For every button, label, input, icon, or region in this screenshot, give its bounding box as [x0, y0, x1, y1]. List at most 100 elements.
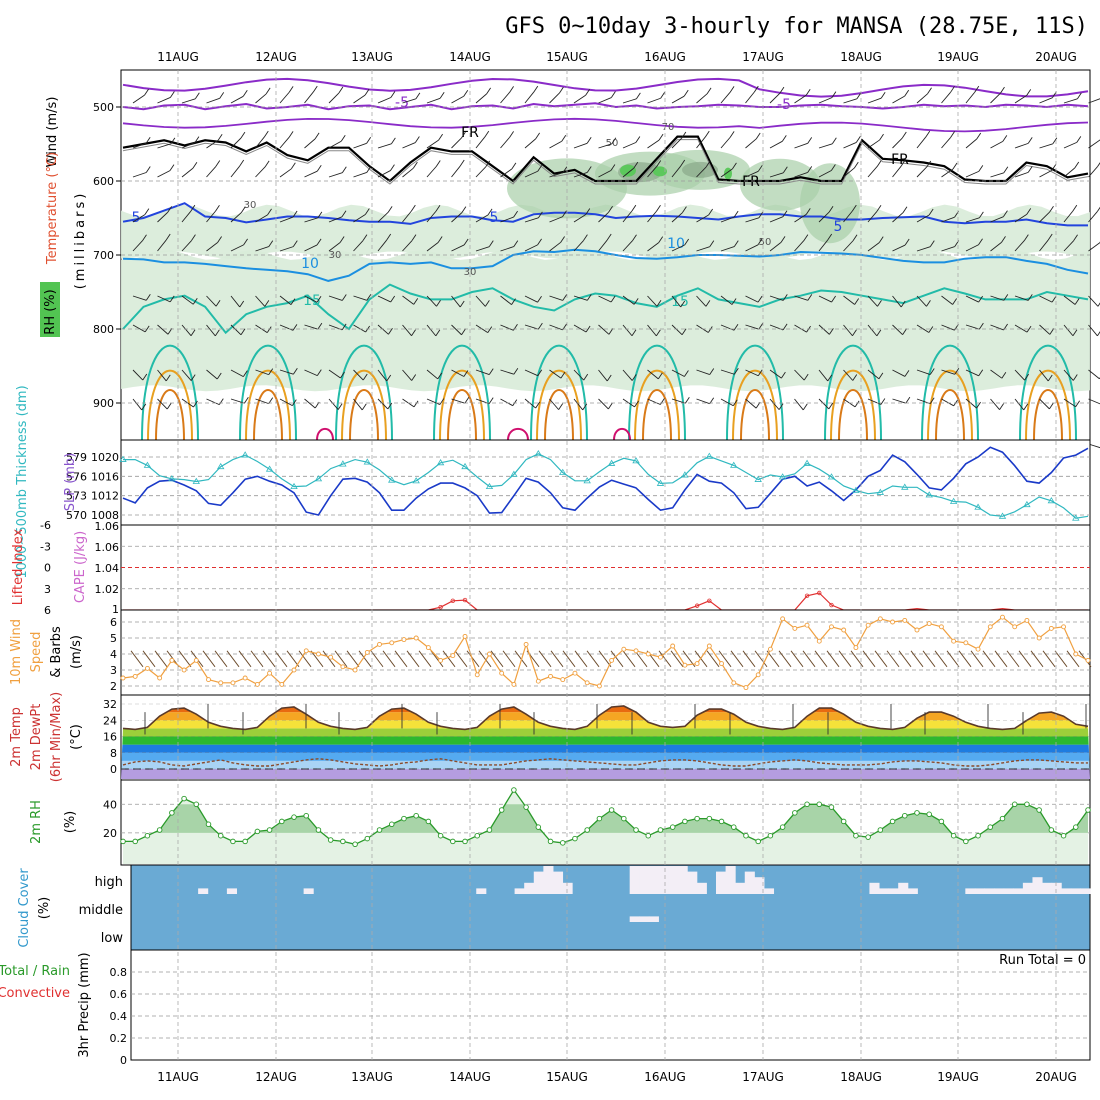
wind-barb — [1063, 141, 1078, 149]
rh-shading-90 — [653, 166, 667, 177]
bottom-date-label: 11AUG — [157, 1070, 199, 1084]
wind-barb-flag — [607, 402, 613, 410]
wind-barb — [1039, 398, 1050, 410]
wind-barb-flag — [436, 300, 441, 307]
contour-label: 5 — [834, 219, 843, 235]
wind-barb-flag — [435, 204, 441, 212]
wind-barb — [671, 212, 683, 223]
wind-barb — [720, 295, 733, 305]
wind-barb — [696, 166, 707, 178]
rh2m-marker — [169, 810, 175, 816]
temp-color-band — [121, 712, 1090, 721]
wind-barb-flag — [317, 322, 323, 330]
wind-barb-flag — [560, 371, 566, 379]
cloud-cover-bar — [1032, 877, 1043, 894]
wind10m-barb — [1006, 650, 1020, 668]
wind10m-barb — [838, 650, 852, 668]
millibars-axis-label: (millibars) — [73, 191, 88, 290]
rh2m-marker — [743, 832, 749, 839]
isotherm-loop — [634, 369, 680, 441]
wind-barb — [892, 324, 903, 336]
wind-barb — [206, 97, 220, 104]
wind-barb-flag — [900, 159, 906, 167]
wind10m-barb — [994, 650, 1008, 668]
wind-barb-flag — [559, 86, 564, 94]
rh-shading-30-lower — [121, 250, 1090, 392]
wind10m-barb — [1066, 650, 1080, 668]
wind-barb — [720, 246, 735, 252]
wind-barb-flag — [312, 85, 318, 93]
wind-tick-label: 3 — [110, 664, 117, 677]
wind-barb — [818, 143, 833, 149]
isotherm-loop — [239, 344, 297, 441]
isotherm-loop — [147, 369, 193, 441]
wind-barb-flag — [290, 298, 296, 305]
wind-barb — [622, 98, 637, 104]
wind-barb-flag — [537, 238, 542, 246]
wind10m-speed-marker — [767, 646, 773, 652]
wind10m-barb — [502, 650, 516, 668]
rh-tick-label: 40 — [103, 798, 117, 811]
rh2m-marker — [303, 812, 309, 819]
wind10m-speed-marker — [1061, 624, 1067, 630]
wind-barb-flag — [268, 240, 274, 247]
cloud-cover-bar — [696, 882, 707, 894]
isotherm-loop — [1019, 344, 1077, 441]
wind10m-frame — [120, 609, 1091, 696]
wind-barb-flag — [757, 238, 763, 246]
wind-barb — [157, 295, 171, 303]
pressure-tick-label: 900 — [93, 397, 114, 410]
cloud-cover-bar — [639, 866, 650, 894]
wind-barb — [769, 172, 784, 178]
lifted-index-axis-label: Lifted Index — [11, 528, 26, 605]
isotherm-loop — [927, 369, 973, 441]
wind-barb-flag — [585, 325, 591, 333]
wind-barb-flag — [828, 205, 834, 213]
wind-barb — [549, 242, 561, 252]
wind-barb — [990, 241, 1002, 252]
rh-axis-label: RH (%) — [43, 289, 58, 334]
rh2m-marker — [840, 818, 847, 825]
wind-barb-flag — [463, 238, 469, 246]
rh2m-marker — [315, 827, 322, 833]
wind-barb-flag — [292, 210, 298, 218]
wind-barb — [279, 92, 290, 104]
temp-tick-label: 8 — [110, 747, 117, 760]
temp-tick-label: 24 — [103, 714, 117, 727]
cloud-cover-bar — [1070, 888, 1081, 894]
wind10m-barb — [790, 650, 804, 668]
wind-barb — [941, 168, 954, 178]
thickness-marker — [168, 475, 176, 482]
wind-barb — [598, 295, 612, 303]
isotherm-line — [122, 202, 1088, 227]
wind-barb — [157, 324, 169, 335]
precip-tick-label: 0.8 — [110, 966, 128, 979]
wind-barb-flag — [190, 329, 196, 336]
wind-barb-flag — [290, 162, 296, 170]
wind-barb-flag — [852, 329, 857, 337]
wind-barb — [965, 170, 979, 178]
li-tick-label: -3 — [40, 540, 51, 553]
wind-barb-flag — [264, 160, 270, 168]
isotherm-loop — [253, 389, 283, 441]
temp-color-band — [121, 744, 1090, 753]
isotherm-loop — [341, 369, 387, 441]
wind10m-speed-marker — [523, 641, 529, 647]
wind-barb — [745, 398, 757, 409]
temp-color-band — [121, 728, 1090, 737]
wind-barb — [402, 142, 416, 149]
temp-color-band — [121, 720, 1090, 729]
wind10m-barb — [898, 650, 912, 668]
wind-barb-flag — [340, 134, 346, 142]
wind-barb — [941, 369, 955, 375]
temp2m-label-3: (6hr Min/Max) — [49, 692, 64, 782]
isotherm-loop — [433, 344, 491, 441]
wind-barb — [990, 172, 1004, 178]
wind10m-speed-marker — [841, 627, 847, 633]
wind10m-speed-marker — [535, 678, 541, 684]
wind-barb-flag — [464, 396, 470, 404]
rh-shading-50 — [740, 158, 820, 211]
wind-barb — [181, 369, 192, 381]
